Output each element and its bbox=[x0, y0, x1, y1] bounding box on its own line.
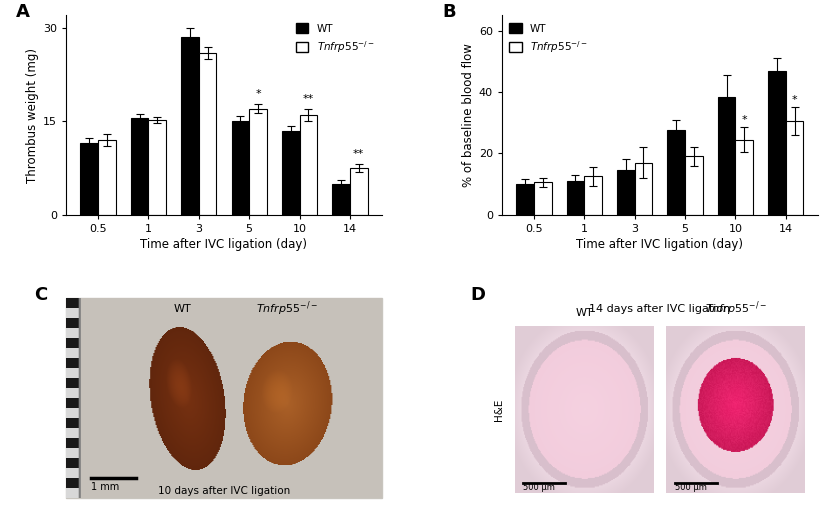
Text: WT: WT bbox=[174, 304, 192, 314]
Y-axis label: % of baseline blood flow: % of baseline blood flow bbox=[462, 43, 475, 187]
Bar bbox=[786, 121, 804, 214]
Bar bbox=[634, 163, 653, 214]
Bar bbox=[282, 131, 300, 214]
Bar bbox=[567, 181, 584, 214]
Bar bbox=[300, 115, 317, 214]
Text: H&E: H&E bbox=[494, 398, 504, 421]
Bar bbox=[131, 118, 149, 214]
Legend: WT, $\it{Tnfrp55^{-/-}}$: WT, $\it{Tnfrp55^{-/-}}$ bbox=[294, 21, 377, 56]
Bar bbox=[249, 109, 267, 214]
Text: A: A bbox=[16, 4, 30, 22]
Text: **: ** bbox=[353, 149, 364, 159]
Text: *: * bbox=[792, 95, 797, 105]
Text: **: ** bbox=[303, 94, 314, 105]
Bar bbox=[768, 71, 786, 214]
Y-axis label: Thrombus weight (mg): Thrombus weight (mg) bbox=[26, 48, 39, 183]
X-axis label: Time after IVC ligation (day): Time after IVC ligation (day) bbox=[577, 238, 743, 251]
Text: 500 μm: 500 μm bbox=[675, 483, 707, 492]
Text: *: * bbox=[255, 89, 261, 100]
Text: $\it{Tnfrp55^{-/-}}$: $\it{Tnfrp55^{-/-}}$ bbox=[705, 299, 767, 318]
Bar bbox=[181, 37, 199, 214]
Bar bbox=[350, 168, 368, 214]
Text: 10 days after IVC ligation: 10 days after IVC ligation bbox=[158, 486, 290, 496]
Bar bbox=[617, 170, 634, 214]
Bar bbox=[534, 183, 552, 214]
Bar bbox=[584, 176, 602, 214]
Text: *: * bbox=[742, 115, 747, 125]
Bar bbox=[231, 121, 249, 214]
Bar bbox=[735, 140, 753, 214]
Text: 1 mm: 1 mm bbox=[92, 482, 120, 491]
Bar bbox=[667, 130, 685, 214]
Bar bbox=[332, 184, 350, 214]
Bar bbox=[149, 120, 166, 214]
Text: D: D bbox=[470, 286, 486, 304]
Bar bbox=[80, 143, 98, 214]
Text: 500 μm: 500 μm bbox=[523, 483, 555, 492]
Text: B: B bbox=[442, 4, 455, 22]
Bar bbox=[98, 140, 116, 214]
Text: $\it{Tnfrp55^{-/-}}$: $\it{Tnfrp55^{-/-}}$ bbox=[256, 299, 318, 318]
Bar bbox=[199, 53, 216, 214]
Bar bbox=[685, 156, 703, 214]
Text: C: C bbox=[35, 286, 48, 304]
Bar bbox=[718, 96, 735, 214]
Text: 14 days after IVC ligation: 14 days after IVC ligation bbox=[589, 304, 730, 314]
Bar bbox=[516, 184, 534, 214]
Legend: WT, $\it{Tnfrp55^{-/-}}$: WT, $\it{Tnfrp55^{-/-}}$ bbox=[507, 21, 590, 56]
X-axis label: Time after IVC ligation (day): Time after IVC ligation (day) bbox=[140, 238, 307, 251]
Text: WT: WT bbox=[575, 308, 593, 318]
